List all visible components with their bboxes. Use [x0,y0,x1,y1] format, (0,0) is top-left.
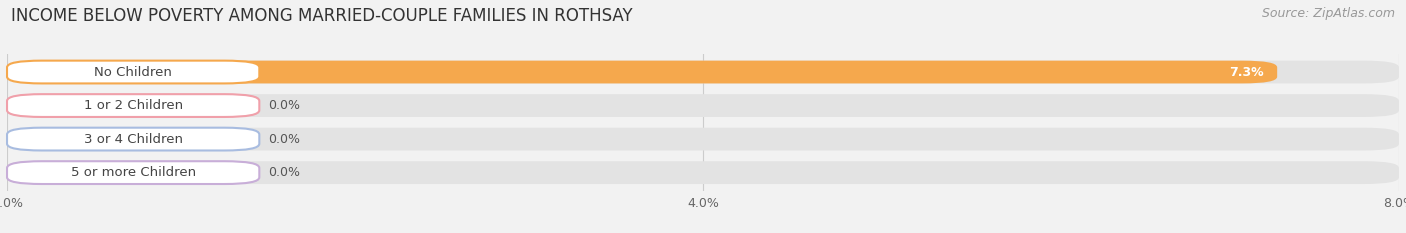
FancyBboxPatch shape [7,161,1399,184]
Text: 5 or more Children: 5 or more Children [70,166,195,179]
FancyBboxPatch shape [7,94,1399,117]
FancyBboxPatch shape [7,61,1399,83]
Text: INCOME BELOW POVERTY AMONG MARRIED-COUPLE FAMILIES IN ROTHSAY: INCOME BELOW POVERTY AMONG MARRIED-COUPL… [11,7,633,25]
FancyBboxPatch shape [7,128,259,151]
FancyBboxPatch shape [7,128,1399,151]
Text: 7.3%: 7.3% [1229,65,1263,79]
Text: 1 or 2 Children: 1 or 2 Children [83,99,183,112]
Text: Source: ZipAtlas.com: Source: ZipAtlas.com [1261,7,1395,20]
FancyBboxPatch shape [7,94,247,117]
Text: 0.0%: 0.0% [269,99,299,112]
Text: 0.0%: 0.0% [269,166,299,179]
FancyBboxPatch shape [7,61,259,83]
Text: 3 or 4 Children: 3 or 4 Children [84,133,183,146]
FancyBboxPatch shape [7,161,247,184]
Text: No Children: No Children [94,65,172,79]
FancyBboxPatch shape [7,61,1277,83]
Text: 0.0%: 0.0% [269,133,299,146]
FancyBboxPatch shape [7,128,247,151]
FancyBboxPatch shape [7,161,259,184]
FancyBboxPatch shape [7,94,259,117]
